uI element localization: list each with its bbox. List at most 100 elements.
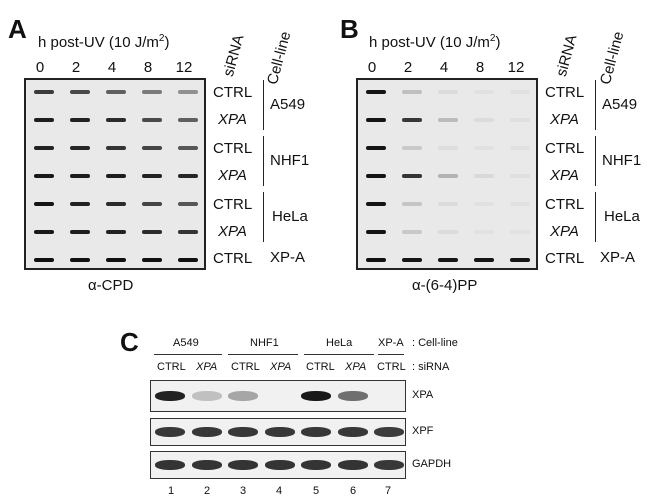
panel-c-group-line — [228, 354, 298, 355]
panel-c-lane-sirna: CTRL — [306, 361, 335, 373]
panel-a-timepoint: 0 — [35, 59, 45, 76]
panel-c-group-line — [154, 354, 222, 355]
panel-a-slot-band — [106, 258, 126, 262]
panel-b-slot-band — [366, 146, 386, 150]
panel-c-cellline-group: HeLa — [326, 337, 353, 349]
panel-b-row-label: CTRL — [545, 140, 585, 157]
panel-a-slot-band — [34, 90, 54, 94]
panel-a-row-label: XPA — [218, 167, 247, 184]
panel-a-row-label: CTRL — [213, 250, 253, 267]
panel-c-lane-sirna: CTRL — [157, 361, 186, 373]
panel-b-slot-band — [366, 202, 386, 206]
panel-c-xpf-band — [264, 427, 295, 437]
panel-c-lane-sirna: XPA — [270, 361, 292, 373]
panel-b-slot-band — [438, 90, 458, 94]
panel-a-slot-band — [142, 118, 162, 122]
panel-b-row-label: CTRL — [545, 250, 585, 267]
panel-a-slot-band — [34, 258, 54, 262]
panel-c-protein-label: XPA — [412, 389, 434, 401]
panel-b-slot-band — [474, 230, 494, 234]
panel-b-cellline-label: XP-A — [600, 249, 636, 266]
panel-c-xpa-band — [337, 391, 368, 401]
panel-c-sirna-key: : siRNA — [412, 361, 450, 373]
panel-b-bracket — [595, 136, 596, 186]
panel-a-row-label: XPA — [218, 111, 247, 128]
panel-a-cellline-label: NHF1 — [270, 152, 310, 169]
panel-a-slot-band — [142, 90, 162, 94]
panel-b-slot-band — [402, 90, 422, 94]
panel-a-cellline-label: XP-A — [270, 249, 306, 266]
panel-c-lane-number: 7 — [385, 485, 392, 497]
panel-c-protein-label: XPF — [412, 425, 434, 437]
panel-b-slot-band — [402, 230, 422, 234]
panel-a-slot-band — [106, 202, 126, 206]
panel-c-gapdh-band — [191, 460, 222, 470]
panel-a-slot-band — [142, 230, 162, 234]
panel-a-slot-band — [142, 174, 162, 178]
panel-a-slot-band — [178, 174, 198, 178]
panel-b-row-label: CTRL — [545, 84, 585, 101]
panel-a-header: h post-UV (10 J/m2) — [38, 33, 170, 51]
panel-b-slot-band — [438, 174, 458, 178]
panel-a-cellline-column-label: Cell-line — [264, 29, 295, 87]
panel-b-slot-band — [366, 118, 386, 122]
panel-a-slot-band — [106, 90, 126, 94]
panel-b-slot-band — [366, 258, 386, 262]
panel-b-slot-band — [474, 258, 494, 262]
panel-c-lane-number: 1 — [168, 485, 175, 497]
panel-b-cellline-column-label: Cell-line — [597, 29, 628, 87]
panel-c-lane-number: 3 — [240, 485, 247, 497]
panel-c-lane-sirna: CTRL — [231, 361, 260, 373]
panel-c-lane-number: 2 — [204, 485, 211, 497]
panel-a-bracket — [263, 136, 264, 186]
panel-b-timepoint: 2 — [403, 59, 413, 76]
panel-a-slot-band — [178, 202, 198, 206]
panel-a-slot-band — [106, 230, 126, 234]
panel-b-row-label: XPA — [550, 167, 579, 184]
panel-a-slot-band — [178, 146, 198, 150]
panel-b-caption: α-(6-4)PP — [412, 277, 478, 294]
panel-a-row-label: CTRL — [213, 84, 253, 101]
panel-a-letter: A — [8, 14, 27, 44]
panel-b-slot-band — [510, 258, 530, 262]
panel-c-gapdh-band — [374, 460, 404, 470]
panel-a-slot-band — [106, 174, 126, 178]
panel-b-timepoint: 4 — [439, 59, 449, 76]
panel-b-row-label: XPA — [550, 111, 579, 128]
panel-a-cellline-label: HeLa — [272, 208, 308, 225]
panel-c-lane-sirna: XPA — [345, 361, 367, 373]
panel-b-row-label: XPA — [550, 223, 579, 240]
panel-b-bracket — [595, 80, 596, 130]
panel-b-slot-band — [402, 146, 422, 150]
panel-b-slot-band — [366, 90, 386, 94]
panel-b-slot-band — [438, 118, 458, 122]
panel-b-slot-band — [510, 146, 530, 150]
panel-b-cellline-label: A549 — [602, 96, 638, 113]
panel-c-xpa-band — [155, 391, 185, 401]
panel-c-xpf-band — [155, 427, 185, 437]
panel-b-slot-band — [438, 202, 458, 206]
panel-c-lane-number: 4 — [276, 485, 283, 497]
panel-a-bracket — [263, 80, 264, 130]
panel-a-slot-band — [178, 258, 198, 262]
panel-c-lane-number: 6 — [350, 485, 357, 497]
panel-c-xpf-band — [374, 427, 404, 437]
panel-c-protein-label: GAPDH — [412, 458, 452, 470]
panel-a-slot-band — [106, 118, 126, 122]
panel-c-cellline-group: NHF1 — [250, 337, 279, 349]
panel-a-slot-band — [178, 230, 198, 234]
panel-b-timepoint: 8 — [475, 59, 485, 76]
panel-a-slot-band — [70, 174, 90, 178]
panel-b-slot-band — [510, 202, 530, 206]
panel-a-slot-band — [70, 118, 90, 122]
panel-b-slot-band — [510, 174, 530, 178]
panel-c-gapdh-band — [301, 460, 331, 470]
panel-c-western-blot-xpf — [150, 418, 406, 446]
panel-a-bracket — [263, 192, 264, 242]
panel-a-slot-band — [142, 146, 162, 150]
panel-c-western-blot-gapdh — [150, 451, 406, 479]
panel-a-slot-band — [70, 146, 90, 150]
panel-b-slot-band — [510, 230, 530, 234]
panel-b-slot-band — [438, 258, 458, 262]
panel-a-slot-band — [70, 258, 90, 262]
